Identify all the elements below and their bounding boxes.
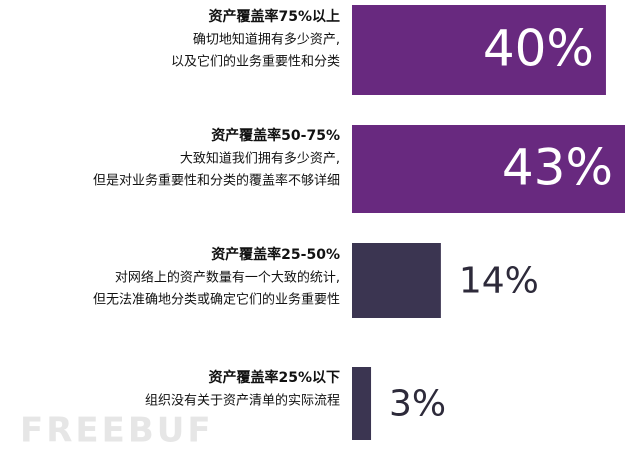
value-label: 3% bbox=[389, 384, 446, 425]
category-title: 资产覆盖率25-50% bbox=[211, 246, 340, 263]
category-title: 资产覆盖率75%以上 bbox=[208, 8, 340, 25]
category-description: 对网络上的资产数量有一个大致的统计, bbox=[115, 270, 340, 286]
bar bbox=[352, 243, 441, 318]
value-label: 43% bbox=[502, 139, 613, 197]
category-title: 资产覆盖率25%以下 bbox=[208, 369, 340, 386]
value-label: 14% bbox=[459, 261, 539, 302]
category-title: 资产覆盖率50-75% bbox=[211, 127, 340, 144]
value-label: 40% bbox=[483, 20, 594, 78]
watermark: FREEBUF bbox=[20, 411, 214, 451]
category-description: 但是对业务重要性和分类的覆盖率不够详细 bbox=[93, 173, 340, 189]
category-description: 大致知道我们拥有多少资产, bbox=[180, 151, 340, 167]
category-description: 组织没有关于资产清单的实际流程 bbox=[145, 393, 340, 409]
bar bbox=[352, 5, 606, 95]
category-description: 但无法准确地分类或确定它们的业务重要性 bbox=[93, 292, 340, 308]
bar bbox=[352, 125, 625, 213]
category-description: 确切地知道拥有多少资产, bbox=[193, 32, 340, 48]
bar bbox=[352, 367, 372, 440]
category-description: 以及它们的业务重要性和分类 bbox=[171, 54, 340, 70]
